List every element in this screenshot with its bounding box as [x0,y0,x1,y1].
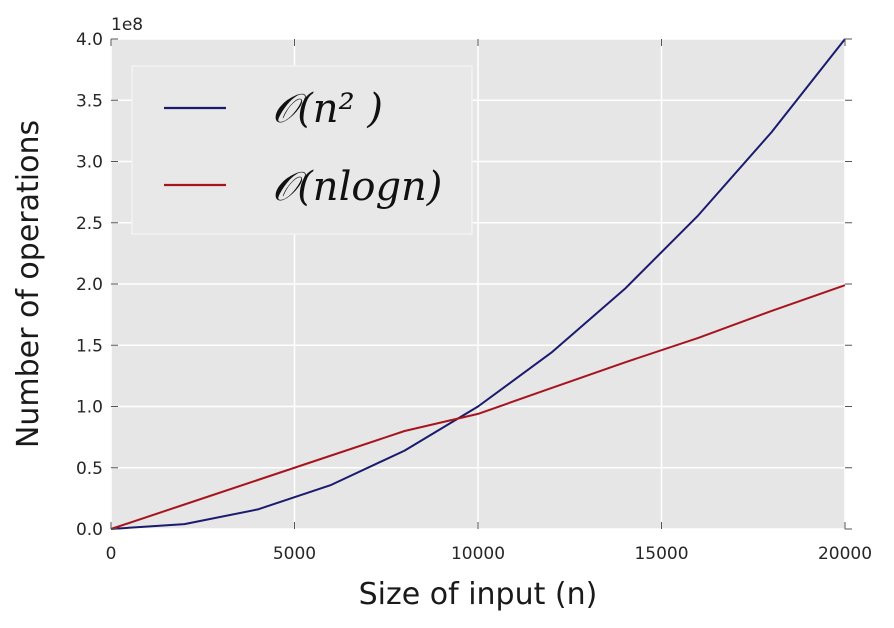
x-tick-label: 5000 [273,544,316,564]
y-exponent-label: 1e8 [111,15,143,35]
y-tick-label: 2.5 [76,214,103,234]
y-tick-label: 2.0 [76,275,103,295]
series-line-1 [110,284,846,530]
legend: 𝒪(n² ) 𝒪(nlogn) [131,65,473,235]
x-tick-label: 20000 [818,544,872,564]
ticks: 0 5000 10000 15000 20000 0.0 0.5 1.0 1.5 2.0 2.5 3.… [76,30,872,564]
y-tick-label: 1.0 [76,398,103,418]
x-tick-label: 15000 [634,544,688,564]
x-axis-title: Size of input (n) [359,577,598,612]
y-tick-label: 0.0 [76,520,103,540]
legend-box [131,65,473,235]
series-group [110,38,846,530]
y-tick-label: 0.5 [76,459,103,479]
legend-label-nlogn: 𝒪(nlogn) [272,164,442,210]
legend-label-quadratic: 𝒪(n² ) [272,86,383,132]
y-tick-label: 4.0 [76,30,103,50]
x-tick-label: 10000 [451,544,505,564]
y-tick-label: 3.5 [76,91,103,111]
y-tick-label: 1.5 [76,336,103,356]
x-tick-label: 0 [106,544,117,564]
series-line-0 [110,38,846,530]
y-axis-title: Number of operations [11,120,46,448]
y-tick-label: 3.0 [76,153,103,173]
